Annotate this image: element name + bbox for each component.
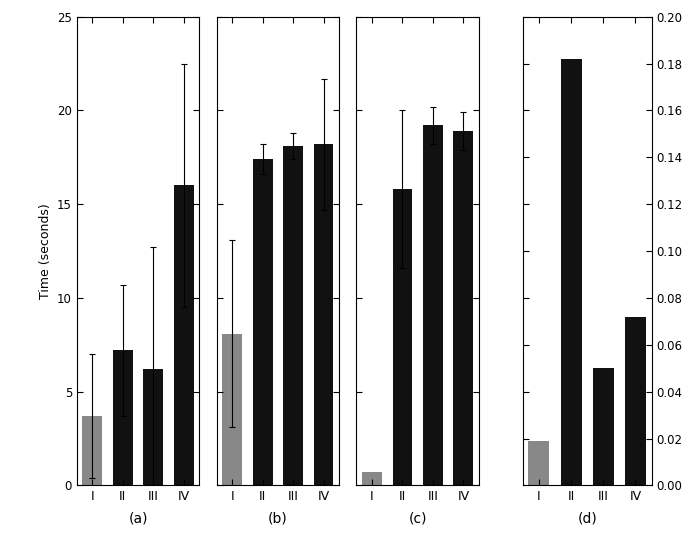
Bar [283,146,303,485]
Bar [593,368,614,485]
Bar [143,369,163,485]
X-axis label: (a): (a) [129,512,147,526]
X-axis label: (c): (c) [408,512,427,526]
Bar [625,317,646,485]
Bar [423,126,442,485]
Bar [82,416,102,485]
Bar [253,159,273,485]
Y-axis label: Time (seconds): Time (seconds) [38,203,52,299]
Bar [528,441,549,485]
Bar [113,350,133,485]
Bar [561,59,582,485]
Bar [222,334,242,485]
Bar [314,144,333,485]
Bar [393,189,412,485]
Bar [174,185,194,485]
Bar [454,131,473,485]
Bar [362,472,382,485]
X-axis label: (b): (b) [268,512,288,526]
X-axis label: (d): (d) [577,512,597,526]
